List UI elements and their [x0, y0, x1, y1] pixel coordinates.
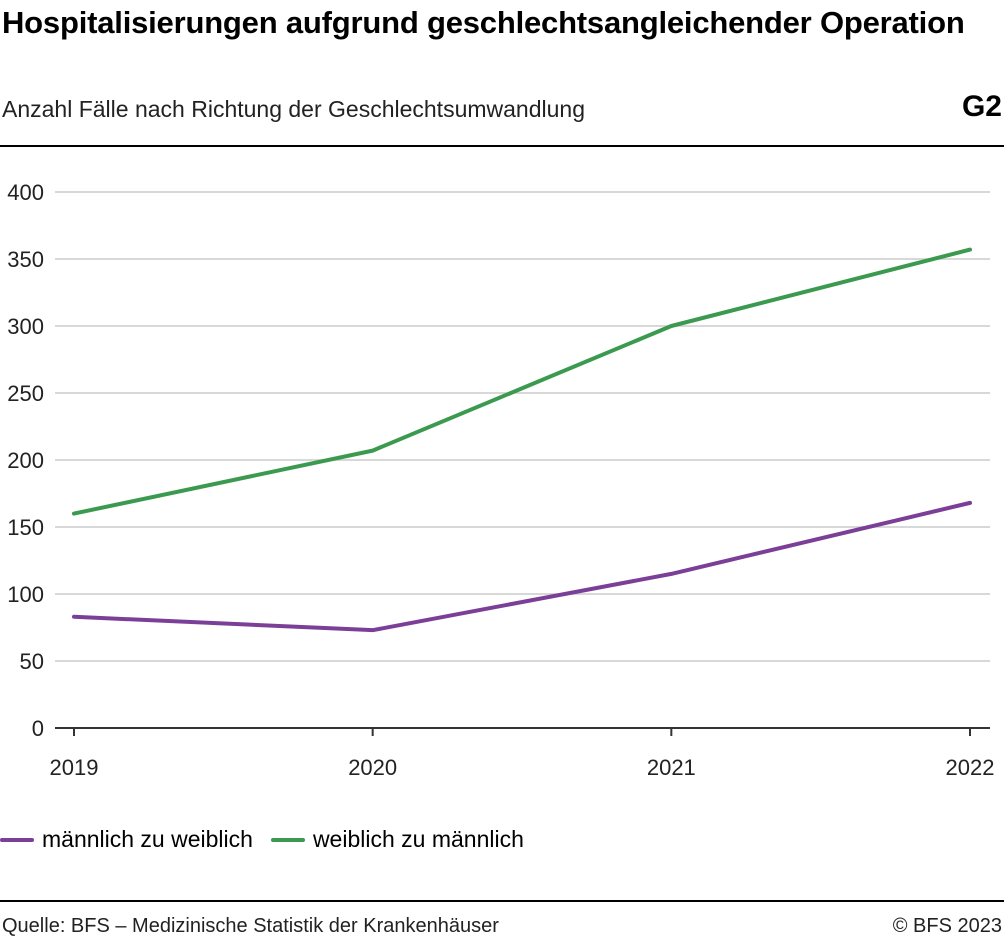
copyright-note: © BFS 2023: [892, 915, 1002, 937]
legend-item-male-to-female: männlich zu weiblich: [0, 826, 253, 853]
legend-label-male-to-female: männlich zu weiblich: [42, 826, 253, 852]
legend: männlich zu weiblich weiblich zu männlic…: [0, 826, 542, 853]
figure-id: G2: [961, 90, 1002, 123]
legend-label-female-to-male: weiblich zu männlich: [312, 826, 524, 852]
y-tick-label-300: 300: [7, 314, 44, 339]
y-tick-label-400: 400: [7, 180, 44, 205]
legend-item-female-to-male: weiblich zu männlich: [270, 826, 524, 853]
y-tick-label-200: 200: [7, 448, 44, 473]
y-tick-label-50: 50: [20, 649, 44, 674]
x-tick-label-2022: 2022: [946, 755, 995, 780]
series-line-female-to-male: [72, 247, 972, 516]
top-divider: [0, 145, 1004, 147]
line-chart: 0 50 100 150 200 250 300 350 400 2019 2020 2021 2022: [7, 180, 995, 780]
y-tick-label-0: 0: [32, 716, 44, 741]
y-tick-label-350: 350: [7, 247, 44, 272]
source-note: Quelle: BFS – Medizinische Statistik der…: [2, 915, 499, 937]
y-tick-label-250: 250: [7, 381, 44, 406]
x-tick-label-2019: 2019: [50, 755, 99, 780]
legend-swatch-male-to-female: [0, 837, 34, 842]
y-tick-label-150: 150: [7, 515, 44, 540]
x-tick-label-2020: 2020: [348, 755, 397, 780]
bottom-divider: [0, 900, 1004, 902]
x-tick-label-2021: 2021: [647, 755, 696, 780]
chart-title: Hospitalisierungen aufgrund geschlechtsa…: [2, 5, 965, 40]
series-line-male-to-female: [72, 500, 972, 633]
y-tick-label-100: 100: [7, 582, 44, 607]
chart-subtitle: Anzahl Fälle nach Richtung der Geschlech…: [2, 96, 585, 122]
legend-swatch-female-to-male: [270, 837, 305, 842]
